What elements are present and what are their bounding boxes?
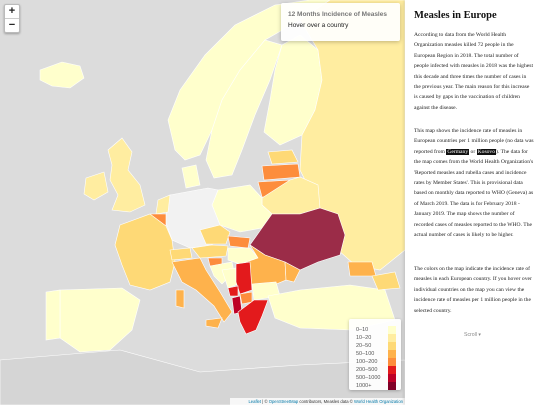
country-uk: [107, 137, 146, 213]
legend-item: 200–500: [355, 366, 397, 374]
legend-swatch: [388, 350, 396, 358]
info-hint: Hover over a country: [288, 22, 349, 29]
zoom-control: + −: [4, 4, 20, 33]
osm-link[interactable]: OpenStreetMap: [268, 399, 299, 404]
attribution: Leaflet | © OpenStreetMap contributors, …: [230, 398, 405, 405]
scroll-hint[interactable]: Scroll ▾: [463, 332, 482, 338]
country-slovakia: [227, 235, 251, 249]
legend-label: 100–200: [356, 359, 378, 365]
legend-item: 1000+: [355, 382, 397, 390]
map[interactable]: + − 12 Months Incidence of Measles Hover…: [0, 0, 405, 405]
land-north-africa: [0, 349, 405, 405]
country-greece: [237, 299, 269, 335]
country-iceland: [39, 61, 85, 89]
leaflet-link[interactable]: Leaflet: [248, 399, 262, 404]
country-france: [114, 213, 176, 291]
legend-swatch: [388, 366, 396, 374]
germany-link[interactable]: Germany: [446, 148, 470, 155]
country-serbia: [235, 261, 253, 295]
data-paragraph: This map shows the incidence rate of mea…: [414, 126, 534, 240]
country-austria: [191, 244, 229, 259]
colors-paragraph: The colors on the map indicate the incid…: [414, 266, 532, 314]
legend-swatch: [388, 334, 396, 342]
legend-swatch: [388, 382, 396, 390]
country-estonia: [267, 149, 299, 165]
info-box: 12 Months Incidence of Measles Hover ove…: [281, 3, 400, 41]
zoom-in-button[interactable]: +: [8, 5, 16, 17]
country-macedonia: [239, 291, 253, 305]
country-sicily: [205, 317, 223, 329]
country-sweden: [205, 39, 283, 179]
country-italy: [171, 257, 233, 323]
attribution-contrib: contributors, Measles data ©: [298, 399, 354, 404]
intro-paragraph: According to data from the World Health …: [414, 32, 533, 111]
legend-label: 500–1000: [356, 375, 381, 381]
country-georgia: [347, 261, 377, 277]
data-text-b: ). The data for the map comes from the W…: [414, 148, 534, 239]
legend-label: 1000+: [356, 383, 372, 389]
legend-label: 10–20: [356, 335, 372, 341]
country-azerbaijan: [371, 271, 401, 291]
country-latvia: [261, 163, 301, 181]
country-portugal: [45, 289, 61, 341]
country-moldova: [284, 261, 301, 283]
country-ireland: [83, 171, 109, 201]
country-netherlands: [155, 194, 171, 215]
legend-swatch: [388, 358, 396, 366]
side-panel: Measles in Europe According to data from…: [405, 0, 540, 405]
legend-item: 500–1000: [355, 374, 397, 382]
country-switzerland: [169, 247, 193, 261]
legend-swatch: [388, 374, 396, 382]
country-denmark: [181, 164, 201, 189]
choropleth-layer[interactable]: [0, 0, 405, 405]
country-czechia: [199, 224, 231, 245]
legend-label: 20–50: [356, 343, 372, 349]
country-sardinia: [175, 289, 185, 309]
legend-label: 50–100: [356, 351, 375, 357]
legend-item: 10–20: [355, 334, 397, 342]
legend: 0–10 10–20 20–50 50–100 100–200 200–500 …: [349, 319, 401, 390]
legend-swatch: [388, 342, 396, 350]
legend-item: 0–10: [355, 326, 397, 334]
legend-item: 20–50: [355, 342, 397, 350]
zoom-out-button[interactable]: −: [5, 18, 19, 32]
legend-label: 0–10: [356, 327, 369, 333]
country-spain: [59, 287, 141, 353]
who-link[interactable]: World Health Organization: [353, 399, 403, 404]
legend-item: 100–200: [355, 358, 397, 366]
data-text-or: or: [469, 148, 477, 155]
info-title: 12 Months Incidence of Measles: [288, 11, 387, 18]
country-montenegro: [227, 285, 239, 297]
page-title: Measles in Europe: [414, 10, 497, 21]
attribution-sep: | ©: [261, 399, 269, 404]
data-text-a: This map shows the incidence rate of mea…: [414, 128, 534, 155]
kosovo-link[interactable]: Kosovo: [476, 148, 497, 155]
legend-label: 200–500: [356, 367, 378, 373]
country-bosnia: [221, 267, 239, 289]
legend-swatch: [388, 326, 396, 334]
legend-item: 50–100: [355, 350, 397, 358]
